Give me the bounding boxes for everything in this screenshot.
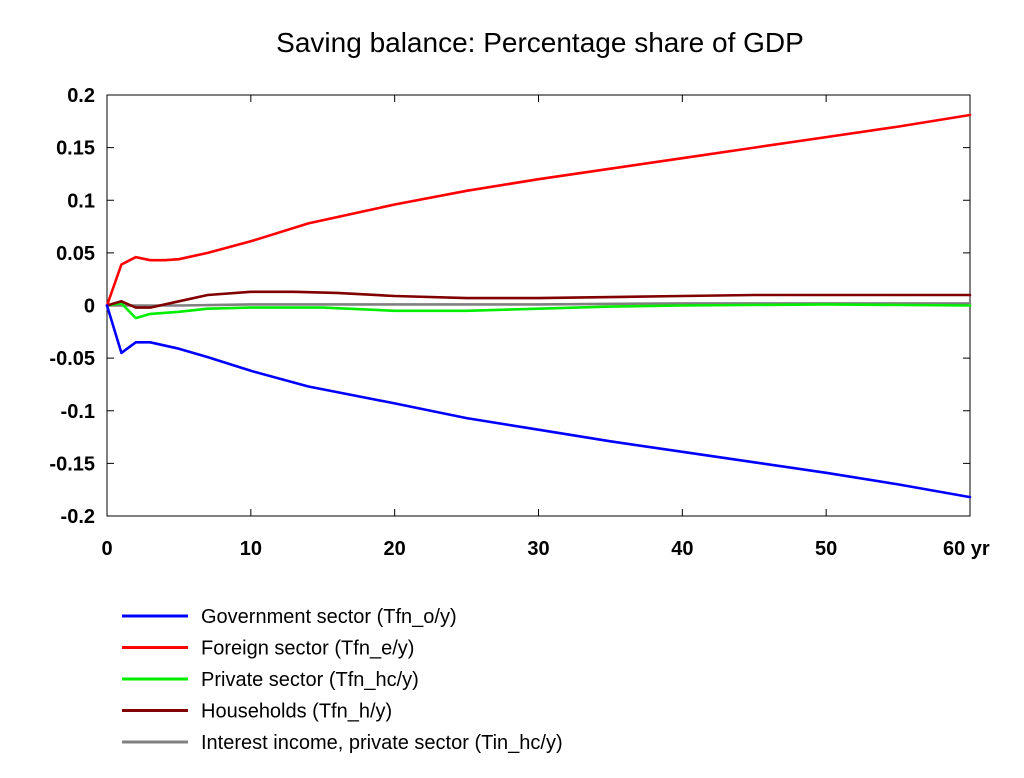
y-tick-label: 0.2 — [67, 85, 95, 107]
legend-label-1: Government sector (Tfn_o/y) — [201, 606, 457, 628]
y-tick-label: 0.05 — [56, 243, 95, 265]
series-line-1 — [105, 304, 972, 499]
legend-label-5: Interest income, private sector (Tin_hc/… — [201, 732, 563, 754]
legend-label-3: Private sector (Tfn_hc/y) — [201, 669, 419, 691]
x-tick-label: 50 — [815, 538, 837, 560]
y-tick-label: -0.1 — [61, 401, 95, 423]
series-layer — [105, 113, 972, 499]
y-axis: 0.2 0.15 0.1 0.05 0 -0.05 -0.1 -0.15 -0.2 — [49, 85, 970, 528]
series-line-2 — [105, 113, 972, 307]
y-tick-label: -0.2 — [61, 506, 95, 528]
legend-label-2: Foreign sector (Tfn_e/y) — [201, 638, 414, 660]
legend: Government sector (Tfn_o/y) Foreign secto… — [122, 606, 563, 754]
series-line-3 — [105, 302, 972, 320]
x-tick-label: 60 yr — [943, 538, 990, 560]
y-tick-label: 0.15 — [56, 138, 95, 160]
x-tick-label: 10 — [240, 538, 262, 560]
y-tick-label: -0.05 — [49, 348, 95, 370]
y-tick-label: 0.1 — [67, 190, 95, 212]
legend-label-4: Households (Tfn_h/y) — [201, 701, 392, 723]
x-tick-label: 20 — [384, 538, 406, 560]
x-tick-label: 40 — [671, 538, 693, 560]
chart-title: Saving balance: Percentage share of GDP — [276, 27, 804, 58]
y-tick-label: 0 — [84, 296, 95, 318]
x-tick-label: 0 — [101, 538, 112, 560]
x-tick-label: 30 — [527, 538, 549, 560]
series-line-4 — [105, 290, 972, 309]
y-tick-label: -0.15 — [49, 453, 95, 475]
x-axis: 0 10 20 30 40 50 60 yr — [101, 95, 990, 560]
